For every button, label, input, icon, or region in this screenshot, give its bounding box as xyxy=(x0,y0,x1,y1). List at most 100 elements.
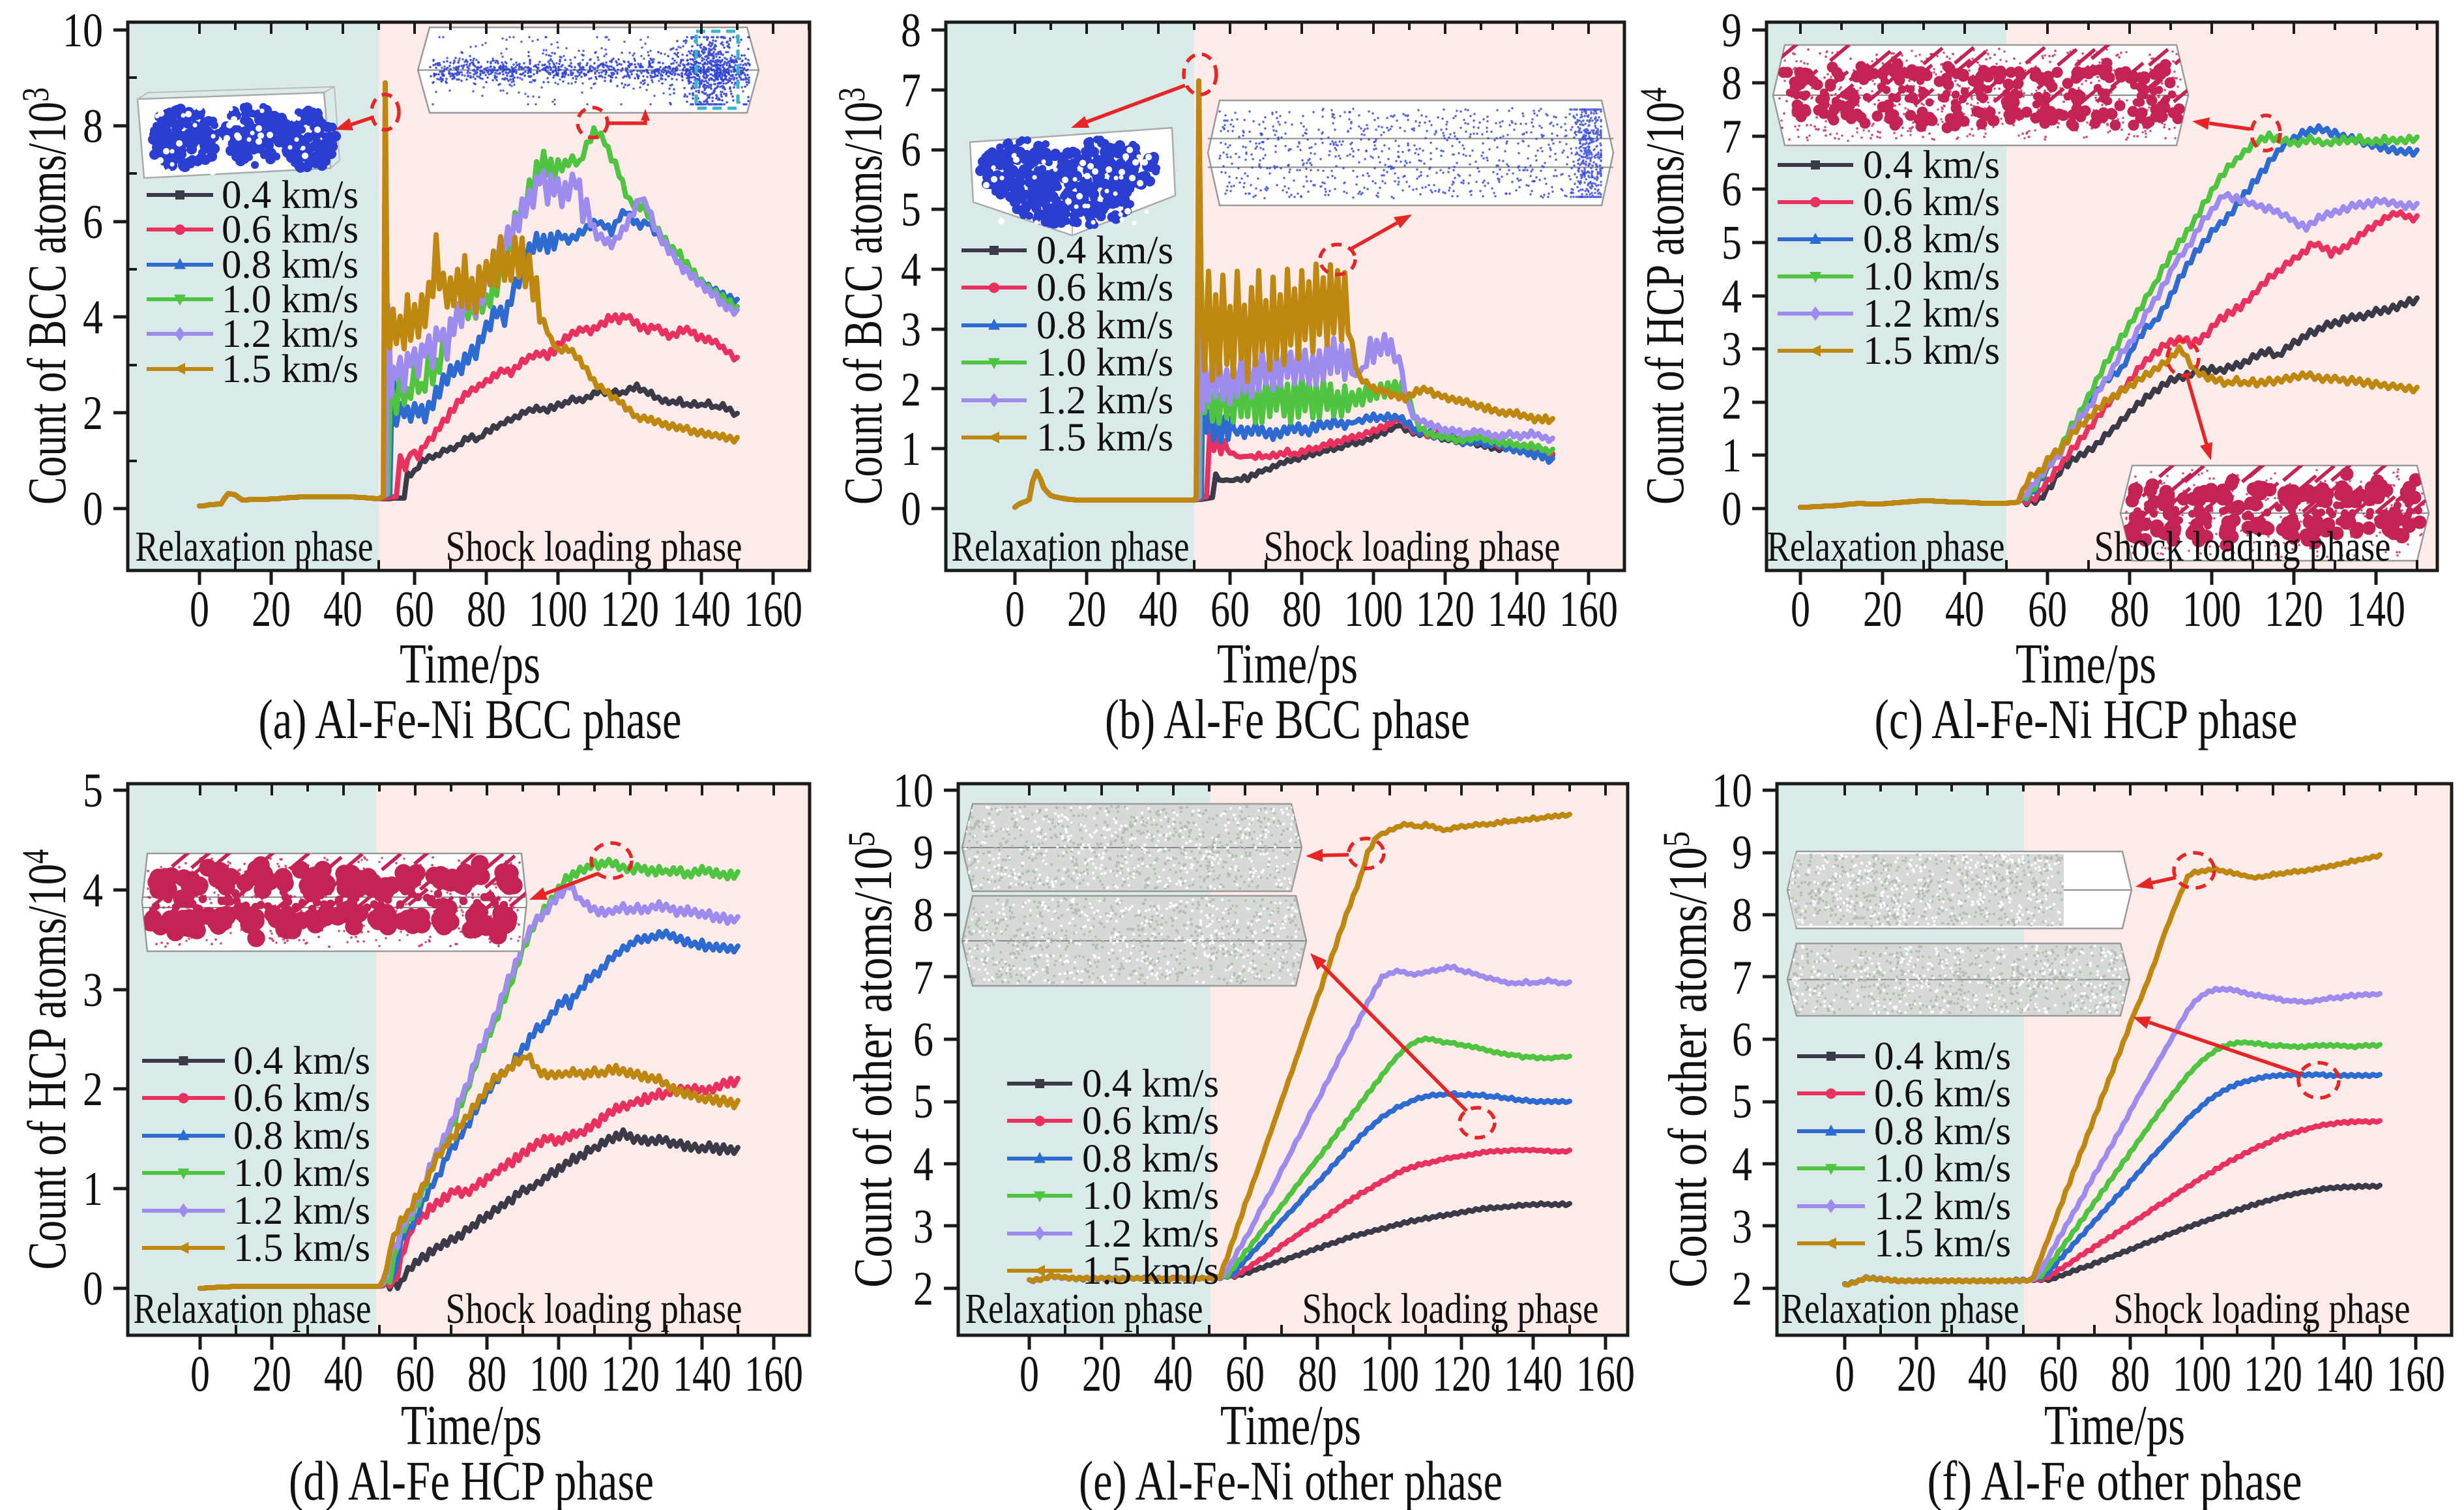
svg-text:7: 7 xyxy=(1732,951,1752,1005)
svg-text:6: 6 xyxy=(83,196,103,249)
svg-text:4: 4 xyxy=(83,864,103,917)
svg-text:(a) Al-Fe-Ni BCC phase: (a) Al-Fe-Ni BCC phase xyxy=(259,688,682,750)
svg-text:40: 40 xyxy=(324,1345,363,1402)
svg-text:1.5 km/s: 1.5 km/s xyxy=(233,1226,370,1270)
svg-text:20: 20 xyxy=(252,1345,291,1402)
svg-text:5: 5 xyxy=(1722,216,1742,270)
svg-text:100: 100 xyxy=(1344,580,1403,637)
svg-text:Count of HCP atoms/104: Count of HCP atoms/104 xyxy=(14,850,78,1270)
svg-text:0: 0 xyxy=(190,580,209,637)
svg-text:1.5 km/s: 1.5 km/s xyxy=(1036,416,1173,460)
svg-text:4: 4 xyxy=(913,1138,933,1191)
svg-text:120: 120 xyxy=(1432,1345,1491,1402)
svg-text:7: 7 xyxy=(901,64,921,117)
svg-text:20: 20 xyxy=(252,580,291,637)
svg-text:Count of BCC atoms/103: Count of BCC atoms/103 xyxy=(830,87,894,505)
svg-text:60: 60 xyxy=(396,1345,435,1402)
svg-text:8: 8 xyxy=(1722,57,1742,110)
svg-text:2: 2 xyxy=(1732,1262,1752,1316)
svg-text:80: 80 xyxy=(1282,580,1321,637)
svg-text:8: 8 xyxy=(913,889,933,942)
svg-text:20: 20 xyxy=(1863,580,1902,637)
svg-text:3: 3 xyxy=(913,1200,933,1254)
svg-text:0.6 km/s: 0.6 km/s xyxy=(1082,1099,1219,1143)
svg-text:60: 60 xyxy=(2039,1345,2078,1402)
svg-text:60: 60 xyxy=(1210,580,1250,637)
svg-text:1.5 km/s: 1.5 km/s xyxy=(1082,1249,1219,1293)
svg-text:0: 0 xyxy=(83,1262,103,1316)
svg-text:0: 0 xyxy=(1019,1345,1039,1402)
svg-text:140: 140 xyxy=(2347,580,2405,637)
svg-text:0.4 km/s: 0.4 km/s xyxy=(1082,1062,1219,1106)
svg-text:Time/ps: Time/ps xyxy=(1217,632,1358,695)
svg-text:7: 7 xyxy=(913,951,933,1005)
svg-text:160: 160 xyxy=(744,580,802,637)
svg-text:4: 4 xyxy=(901,243,921,297)
svg-text:4: 4 xyxy=(1722,270,1742,323)
svg-text:0.8 km/s: 0.8 km/s xyxy=(222,243,359,287)
svg-text:(d) Al-Fe HCP phase: (d) Al-Fe HCP phase xyxy=(289,1449,654,1510)
svg-text:8: 8 xyxy=(1732,889,1752,942)
svg-text:0.6 km/s: 0.6 km/s xyxy=(233,1076,370,1120)
svg-text:0: 0 xyxy=(83,482,103,536)
svg-text:Time/ps: Time/ps xyxy=(2016,632,2156,695)
svg-text:60: 60 xyxy=(1225,1345,1265,1402)
svg-text:1.5 km/s: 1.5 km/s xyxy=(222,348,359,391)
svg-text:1.0 km/s: 1.0 km/s xyxy=(1863,255,2000,299)
svg-text:Shock loading phase: Shock loading phase xyxy=(1302,1285,1599,1333)
svg-text:1.2 km/s: 1.2 km/s xyxy=(1082,1212,1219,1256)
svg-text:0.4 km/s: 0.4 km/s xyxy=(1863,143,2000,187)
svg-text:4: 4 xyxy=(83,291,103,344)
svg-text:10: 10 xyxy=(1712,764,1752,818)
svg-text:1: 1 xyxy=(1722,429,1742,482)
svg-text:8: 8 xyxy=(83,100,103,153)
svg-text:60: 60 xyxy=(395,580,434,637)
svg-text:Shock loading phase: Shock loading phase xyxy=(2094,523,2391,570)
svg-text:120: 120 xyxy=(1416,580,1474,637)
svg-text:Relaxation phase: Relaxation phase xyxy=(965,1285,1203,1333)
svg-text:40: 40 xyxy=(323,580,362,637)
svg-text:0.4 km/s: 0.4 km/s xyxy=(233,1039,370,1083)
svg-text:7: 7 xyxy=(1722,110,1742,164)
svg-text:Count of HCP atoms/104: Count of HCP atoms/104 xyxy=(1632,87,1695,505)
svg-text:0.8 km/s: 0.8 km/s xyxy=(1036,304,1173,348)
svg-text:(e) Al-Fe-Ni other phase: (e) Al-Fe-Ni other phase xyxy=(1079,1449,1503,1510)
svg-text:0.4 km/s: 0.4 km/s xyxy=(1874,1035,2011,1078)
svg-text:6: 6 xyxy=(913,1013,933,1067)
svg-text:40: 40 xyxy=(1945,580,1984,637)
svg-text:4: 4 xyxy=(1732,1138,1752,1191)
svg-text:9: 9 xyxy=(1732,826,1752,880)
svg-text:10: 10 xyxy=(63,4,103,57)
svg-text:40: 40 xyxy=(1139,580,1178,637)
svg-text:Shock loading phase: Shock loading phase xyxy=(1264,523,1561,570)
svg-text:0.8 km/s: 0.8 km/s xyxy=(1863,218,2000,261)
svg-text:9: 9 xyxy=(913,826,933,880)
svg-text:(c) Al-Fe-Ni HCP phase: (c) Al-Fe-Ni HCP phase xyxy=(1875,688,2298,750)
svg-text:0.6 km/s: 0.6 km/s xyxy=(1036,266,1173,310)
svg-text:1: 1 xyxy=(901,422,921,476)
svg-text:140: 140 xyxy=(1488,580,1546,637)
svg-text:Shock loading phase: Shock loading phase xyxy=(446,1285,742,1333)
svg-text:0.6 km/s: 0.6 km/s xyxy=(1863,181,2000,224)
svg-text:Time/ps: Time/ps xyxy=(2044,1393,2185,1457)
svg-text:5: 5 xyxy=(913,1075,933,1129)
svg-text:3: 3 xyxy=(1722,323,1742,376)
svg-text:80: 80 xyxy=(2111,1345,2150,1402)
svg-text:160: 160 xyxy=(1576,1345,1635,1402)
svg-text:1.0 km/s: 1.0 km/s xyxy=(1874,1147,2011,1191)
svg-text:Relaxation phase: Relaxation phase xyxy=(952,523,1190,570)
svg-text:Relaxation phase: Relaxation phase xyxy=(1782,1285,2019,1333)
svg-text:120: 120 xyxy=(600,580,659,637)
svg-text:120: 120 xyxy=(2244,1345,2302,1402)
svg-text:20: 20 xyxy=(1897,1345,1936,1402)
svg-text:40: 40 xyxy=(1968,1345,2007,1402)
svg-text:8: 8 xyxy=(901,4,921,57)
svg-text:160: 160 xyxy=(1559,580,1618,637)
svg-text:(b) Al-Fe BCC phase: (b) Al-Fe BCC phase xyxy=(1105,688,1470,750)
svg-text:100: 100 xyxy=(529,580,587,637)
svg-text:0.4 km/s: 0.4 km/s xyxy=(222,173,359,217)
svg-text:1.5 km/s: 1.5 km/s xyxy=(1863,329,2000,373)
svg-text:1.2 km/s: 1.2 km/s xyxy=(222,312,359,356)
svg-text:140: 140 xyxy=(1504,1345,1562,1402)
svg-text:Relaxation phase: Relaxation phase xyxy=(136,523,374,570)
